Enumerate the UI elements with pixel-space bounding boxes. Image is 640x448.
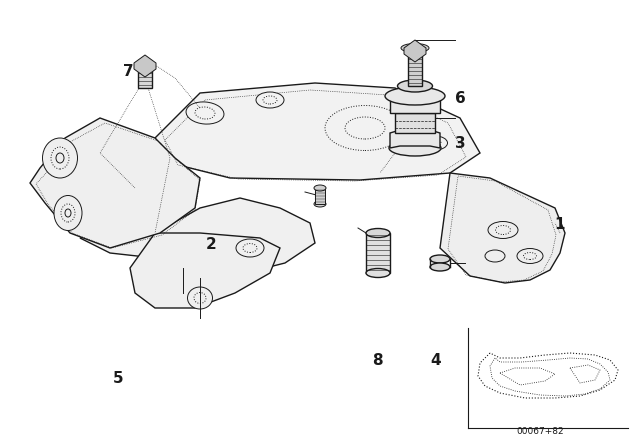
Text: 00067+82: 00067+82	[516, 427, 564, 436]
Ellipse shape	[42, 138, 77, 178]
Polygon shape	[390, 130, 440, 148]
Ellipse shape	[397, 80, 433, 92]
Ellipse shape	[517, 249, 543, 263]
Ellipse shape	[401, 43, 429, 52]
Text: 4: 4	[430, 353, 440, 368]
Text: 6: 6	[456, 91, 466, 106]
Polygon shape	[408, 48, 422, 86]
Ellipse shape	[389, 140, 441, 156]
Ellipse shape	[430, 255, 450, 263]
Polygon shape	[315, 188, 325, 204]
Text: 1: 1	[555, 216, 565, 232]
Ellipse shape	[54, 195, 82, 231]
Polygon shape	[390, 96, 440, 113]
Ellipse shape	[314, 201, 326, 207]
Ellipse shape	[366, 228, 390, 237]
Ellipse shape	[256, 92, 284, 108]
Polygon shape	[404, 40, 426, 62]
Polygon shape	[395, 113, 435, 133]
Polygon shape	[80, 198, 315, 273]
Text: 5: 5	[113, 371, 124, 386]
Ellipse shape	[188, 287, 212, 309]
Ellipse shape	[186, 102, 224, 124]
Polygon shape	[30, 118, 200, 248]
Text: 8: 8	[372, 353, 383, 368]
Polygon shape	[130, 233, 280, 308]
Polygon shape	[155, 83, 480, 180]
Text: 3: 3	[456, 136, 466, 151]
Ellipse shape	[485, 250, 505, 262]
Ellipse shape	[488, 221, 518, 238]
Text: 2: 2	[206, 237, 216, 252]
Polygon shape	[138, 63, 152, 88]
Ellipse shape	[366, 268, 390, 277]
Text: 7: 7	[123, 64, 133, 79]
Ellipse shape	[314, 185, 326, 191]
Ellipse shape	[430, 263, 450, 271]
Polygon shape	[440, 173, 565, 283]
Polygon shape	[134, 55, 156, 77]
Ellipse shape	[385, 87, 445, 105]
Ellipse shape	[236, 239, 264, 257]
Polygon shape	[366, 233, 390, 273]
Ellipse shape	[422, 136, 447, 150]
